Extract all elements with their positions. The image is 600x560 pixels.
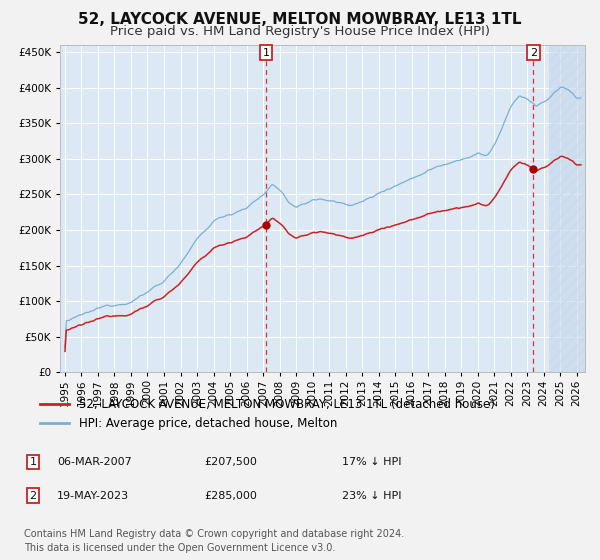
- Text: 06-MAR-2007: 06-MAR-2007: [57, 457, 132, 467]
- Text: 52, LAYCOCK AVENUE, MELTON MOWBRAY, LE13 1TL: 52, LAYCOCK AVENUE, MELTON MOWBRAY, LE13…: [78, 12, 522, 27]
- Text: 1: 1: [262, 48, 269, 58]
- Text: 19-MAY-2023: 19-MAY-2023: [57, 491, 129, 501]
- Text: Price paid vs. HM Land Registry's House Price Index (HPI): Price paid vs. HM Land Registry's House …: [110, 25, 490, 38]
- Legend: 52, LAYCOCK AVENUE, MELTON MOWBRAY, LE13 1TL (detached house), HPI: Average pric: 52, LAYCOCK AVENUE, MELTON MOWBRAY, LE13…: [35, 394, 499, 435]
- Text: £207,500: £207,500: [204, 457, 257, 467]
- Text: 1: 1: [29, 457, 37, 467]
- Text: 17% ↓ HPI: 17% ↓ HPI: [342, 457, 401, 467]
- Text: 2: 2: [29, 491, 37, 501]
- Text: 2: 2: [530, 48, 537, 58]
- Bar: [548, 45, 600, 372]
- Text: Contains HM Land Registry data © Crown copyright and database right 2024.
This d: Contains HM Land Registry data © Crown c…: [24, 529, 404, 553]
- Text: £285,000: £285,000: [204, 491, 257, 501]
- Text: 23% ↓ HPI: 23% ↓ HPI: [342, 491, 401, 501]
